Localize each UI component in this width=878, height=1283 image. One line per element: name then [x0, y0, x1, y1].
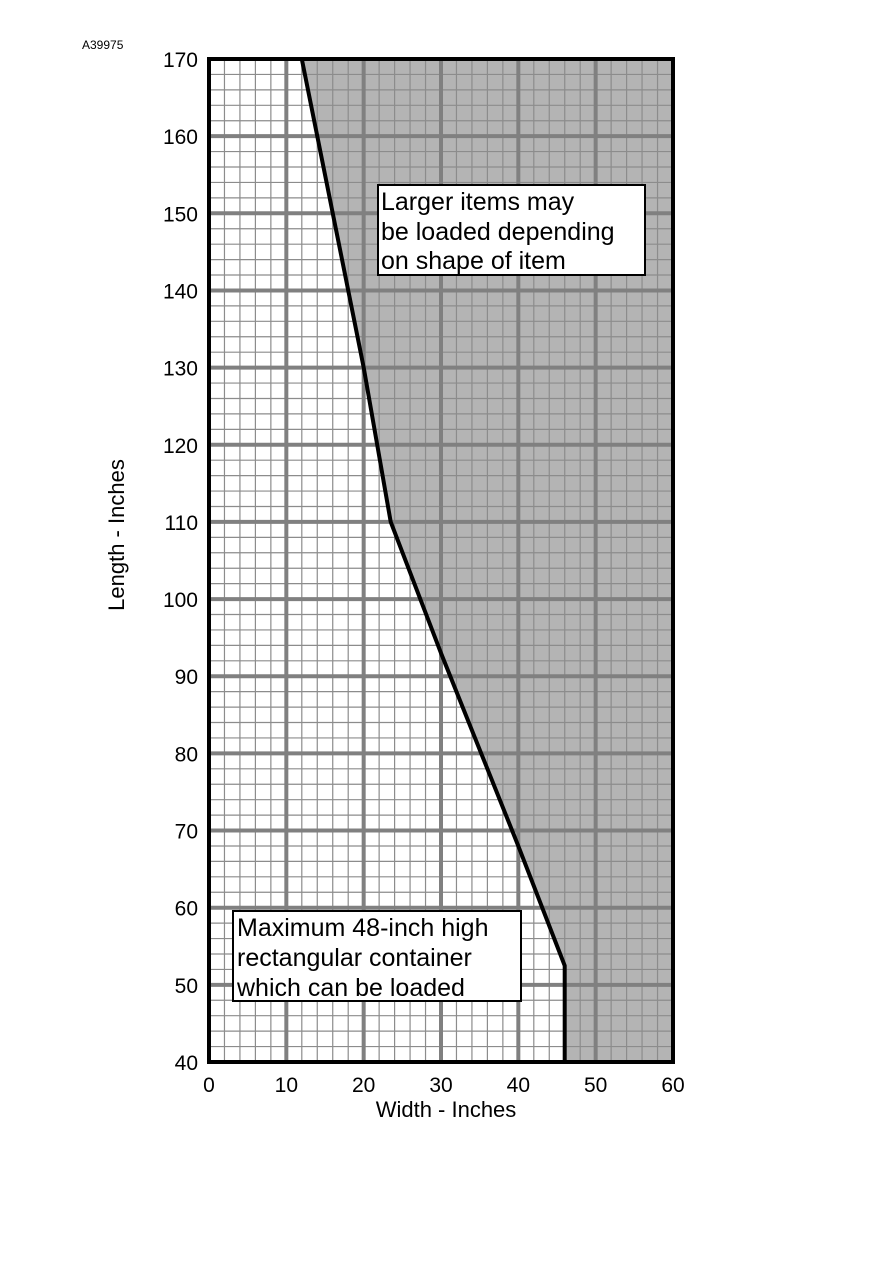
x-tick-label: 60 [661, 1074, 684, 1097]
x-tick-label: 30 [429, 1074, 452, 1097]
y-axis-title: Length - Inches [104, 459, 129, 611]
upper-annotation: Larger items may be loaded depending on … [377, 184, 646, 276]
y-tick-label: 140 [163, 280, 198, 303]
upper-annotation-box [377, 184, 646, 276]
x-tick-label: 0 [203, 1074, 215, 1097]
upper-annotation-line-1: Larger items may [381, 188, 575, 216]
upper-annotation-line-3: on shape of item [381, 247, 566, 275]
x-tick-label: 40 [507, 1074, 530, 1097]
x-tick-labels: 0 10 20 30 40 50 60 [203, 1074, 685, 1097]
figure-id-label: A39975 [82, 38, 124, 52]
lower-annotation-box [232, 910, 522, 1002]
lower-annotation: Maximum 48-inch high rectangular contain… [232, 910, 522, 1002]
lower-annotation-line-2: rectangular container [237, 944, 472, 972]
y-tick-label: 40 [175, 1052, 198, 1075]
y-tick-label: 170 [163, 49, 198, 72]
x-axis-title: Width - Inches [376, 1097, 517, 1122]
lower-annotation-line-1: Maximum 48-inch high [237, 914, 489, 942]
plot-frame [207, 57, 675, 1064]
y-tick-label: 100 [163, 589, 198, 612]
y-tick-label: 160 [163, 126, 198, 149]
y-tick-label: 130 [163, 358, 198, 381]
x-tick-label: 50 [584, 1074, 607, 1097]
y-tick-label: 50 [175, 975, 198, 998]
y-tick-labels: 40 50 60 70 80 90 100 110 120 130 140 150 160 170 [163, 49, 198, 1075]
boundary-line [299, 58, 567, 1062]
y-tick-label: 60 [175, 898, 198, 921]
upper-annotation-line-2: be loaded depending [381, 218, 615, 246]
x-tick-label: 20 [352, 1074, 375, 1097]
x-tick-label: 10 [275, 1074, 298, 1097]
y-tick-label: 70 [175, 821, 198, 844]
y-tick-label: 110 [165, 512, 198, 535]
lower-annotation-line-3: which can be loaded [236, 974, 465, 1002]
y-tick-label: 120 [163, 435, 198, 458]
y-tick-label: 150 [163, 203, 198, 226]
y-tick-label: 80 [175, 743, 198, 766]
y-tick-label: 90 [175, 666, 198, 689]
